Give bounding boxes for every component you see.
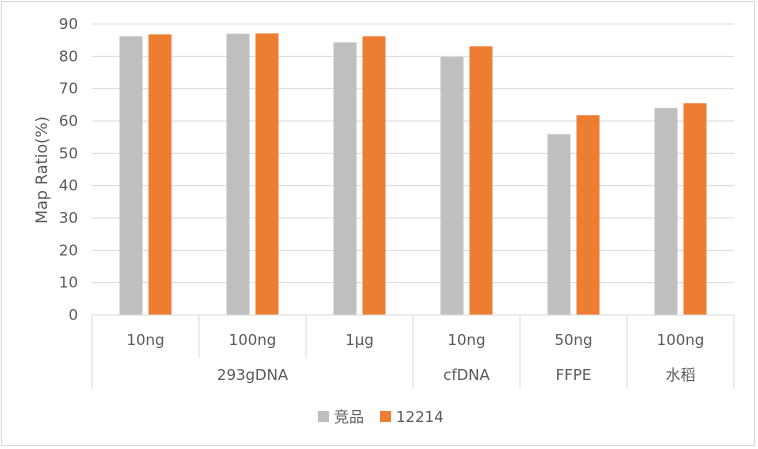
- y-tick-label: 70: [59, 80, 78, 98]
- x-category-label: 10ng: [447, 331, 485, 349]
- x-category-label: 100ng: [229, 331, 277, 349]
- legend-swatch: [380, 411, 391, 422]
- x-category-label: 50ng: [554, 331, 592, 349]
- bar-12214: [683, 103, 707, 315]
- x-category-label: 10ng: [126, 331, 164, 349]
- y-tick-label: 20: [59, 241, 78, 259]
- legend-label: 12214: [396, 408, 444, 426]
- x-group-label: 水稻: [665, 366, 695, 384]
- y-tick-label: 60: [59, 112, 78, 130]
- y-axis-label: Map Ratio(%): [32, 116, 51, 224]
- bar-12214: [255, 33, 279, 315]
- x-category-label: 1μg: [345, 331, 374, 349]
- bar-competitor: [654, 108, 678, 315]
- y-tick-label: 30: [59, 209, 78, 227]
- y-tick-label: 40: [59, 177, 78, 195]
- bar-12214: [576, 115, 600, 316]
- y-axis-ticks: 0 10 20 30 40 50 60 70 80 90: [59, 15, 78, 324]
- legend: 竞品 12214: [318, 408, 444, 426]
- bars: [119, 33, 707, 316]
- x-axis: 10ng 100ng 1μg 10ng 50ng 100ng 293gDNA cfDNA FFP…: [91, 314, 735, 389]
- x-group-label: cfDNA: [443, 366, 490, 384]
- y-tick-label: 10: [59, 274, 78, 292]
- bar-12214: [469, 46, 493, 316]
- y-tick-label: 50: [59, 144, 78, 162]
- bar-competitor: [333, 42, 357, 316]
- x-group-label: 293gDNA: [217, 366, 289, 384]
- bar-12214: [148, 34, 172, 315]
- bar-competitor: [119, 36, 143, 315]
- bar-competitor: [547, 134, 571, 315]
- bar-competitor: [226, 33, 250, 315]
- x-category-label: 100ng: [657, 331, 705, 349]
- bar-12214: [362, 36, 386, 315]
- y-tick-label: 0: [68, 306, 78, 324]
- gridlines: [92, 23, 734, 284]
- bar-competitor: [440, 56, 464, 315]
- x-group-label: FFPE: [556, 366, 592, 384]
- legend-swatch: [318, 411, 329, 422]
- y-tick-label: 90: [59, 15, 78, 33]
- y-tick-label: 80: [59, 47, 78, 65]
- legend-label: 竞品: [334, 408, 364, 426]
